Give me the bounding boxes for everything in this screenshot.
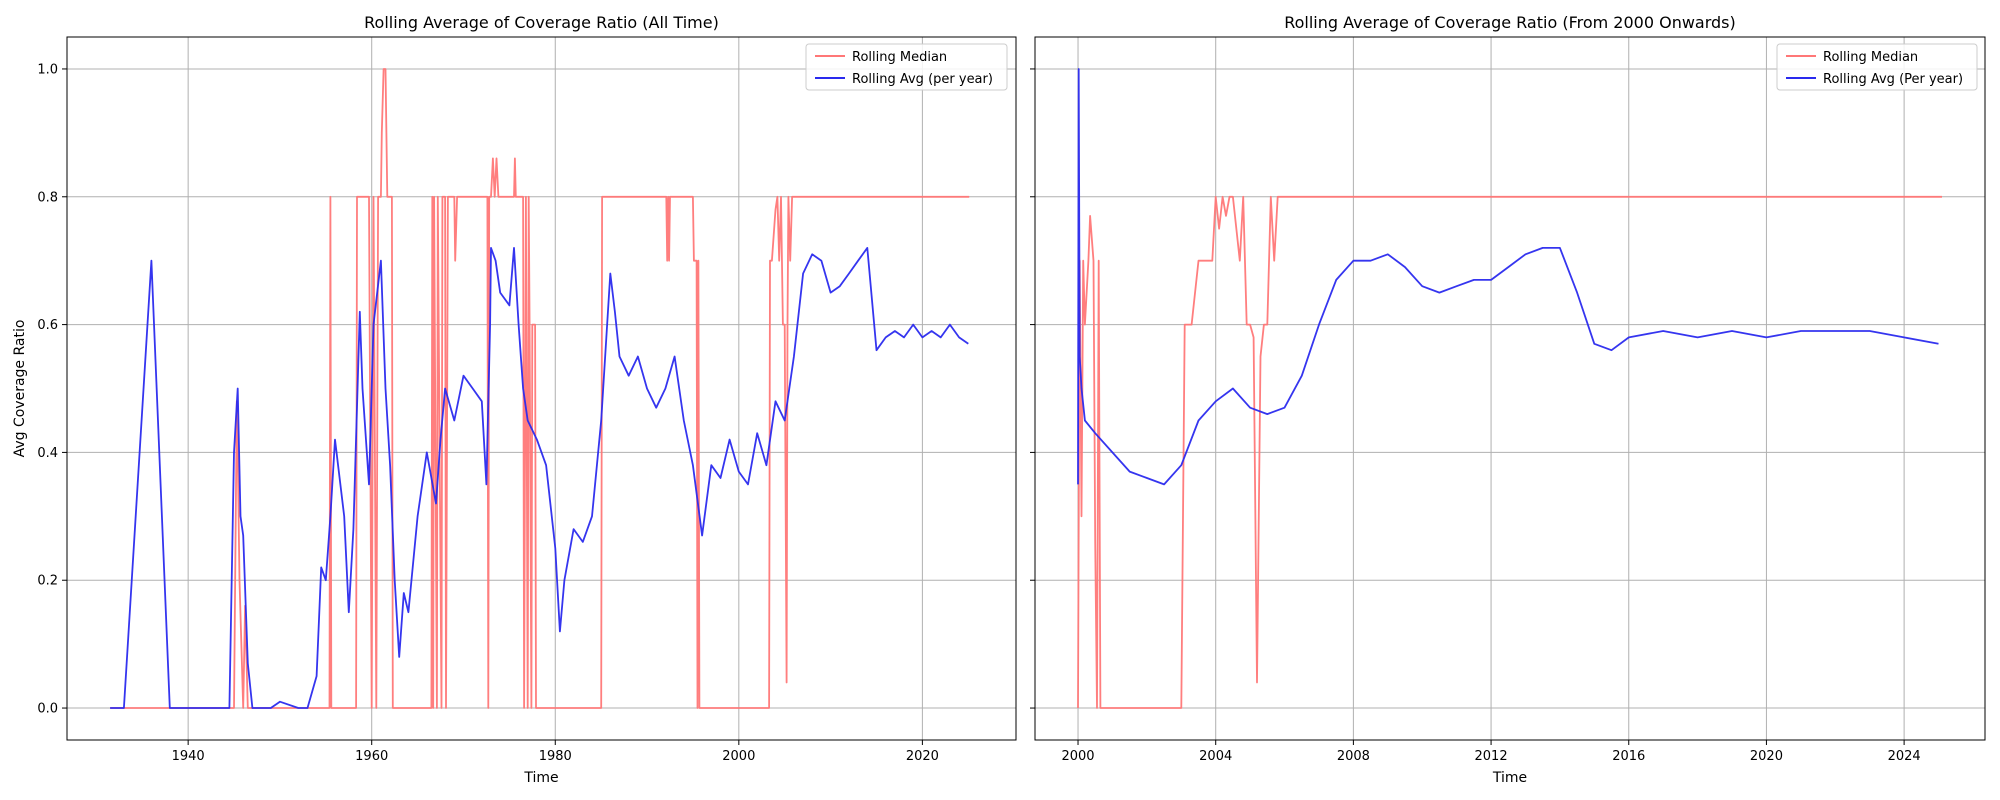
x-ticks: 2000 2004 2008 2012 2016 2020 2024 [1061,740,1921,764]
chart-title: Rolling Average of Coverage Ratio (From … [1284,13,1736,32]
legend-label-avg: Rolling Avg (Per year) [1823,72,1963,87]
x-tick-label: 1960 [355,749,388,764]
y-tick-label: 0.0 [37,702,58,717]
series-group [110,68,970,709]
y-ticks [1030,68,1035,709]
legend-label-median: Rolling Median [1823,50,1918,65]
x-axis-label: Time [523,770,558,786]
y-tick-label: 1.0 [37,62,58,77]
x-tick-label: 1940 [172,749,205,764]
x-tick-label: 2000 [722,749,755,764]
series-line-rolling-median [1077,195,1942,709]
x-tick-label: 1980 [539,749,572,764]
chart-from-2000: Rolling Average of Coverage Ratio (From … [1030,13,1986,786]
x-tick-label: 2008 [1337,749,1370,764]
x-tick-label: 2012 [1475,749,1508,764]
legend: Rolling Median Rolling Avg (Per year) [1776,43,1978,91]
x-tick-label: 2000 [1061,749,1094,764]
grid [1035,37,1985,740]
x-tick-label: 2016 [1612,749,1645,764]
series-group [1077,68,1942,709]
legend-label-avg: Rolling Avg (per year) [852,72,993,87]
x-tick-label: 2004 [1199,749,1232,764]
y-axis-label: Avg Coverage Ratio [12,320,28,458]
y-tick-label: 0.6 [37,318,58,333]
axes-frame [66,36,1017,741]
legend-box [1776,43,1978,91]
series-line-rolling-avg [110,246,969,709]
x-tick-label: 2020 [1750,749,1783,764]
y-tick-label: 0.4 [37,446,58,461]
y-tick-label: 0.8 [37,190,58,205]
x-ticks: 1940 1960 1980 2000 2020 [172,740,939,764]
x-tick-label: 2024 [1888,749,1921,764]
chart-title: Rolling Average of Coverage Ratio (All T… [364,13,719,32]
series-line-rolling-avg [1077,68,1939,486]
legend: Rolling Median Rolling Avg (per year) [805,43,1008,91]
series-line-rolling-median [110,68,970,709]
y-tick-label: 0.2 [37,574,58,589]
legend-box [805,43,1008,91]
x-tick-label: 2020 [906,749,939,764]
grid [67,37,1016,740]
legend-label-median: Rolling Median [852,50,947,65]
y-ticks: 0.0 0.2 0.4 0.6 0.8 1.0 [37,62,67,717]
chart-all-time: Rolling Average of Coverage Ratio (All T… [12,13,1017,786]
x-axis-label: Time [1492,770,1527,786]
axes-frame [1034,36,1986,741]
